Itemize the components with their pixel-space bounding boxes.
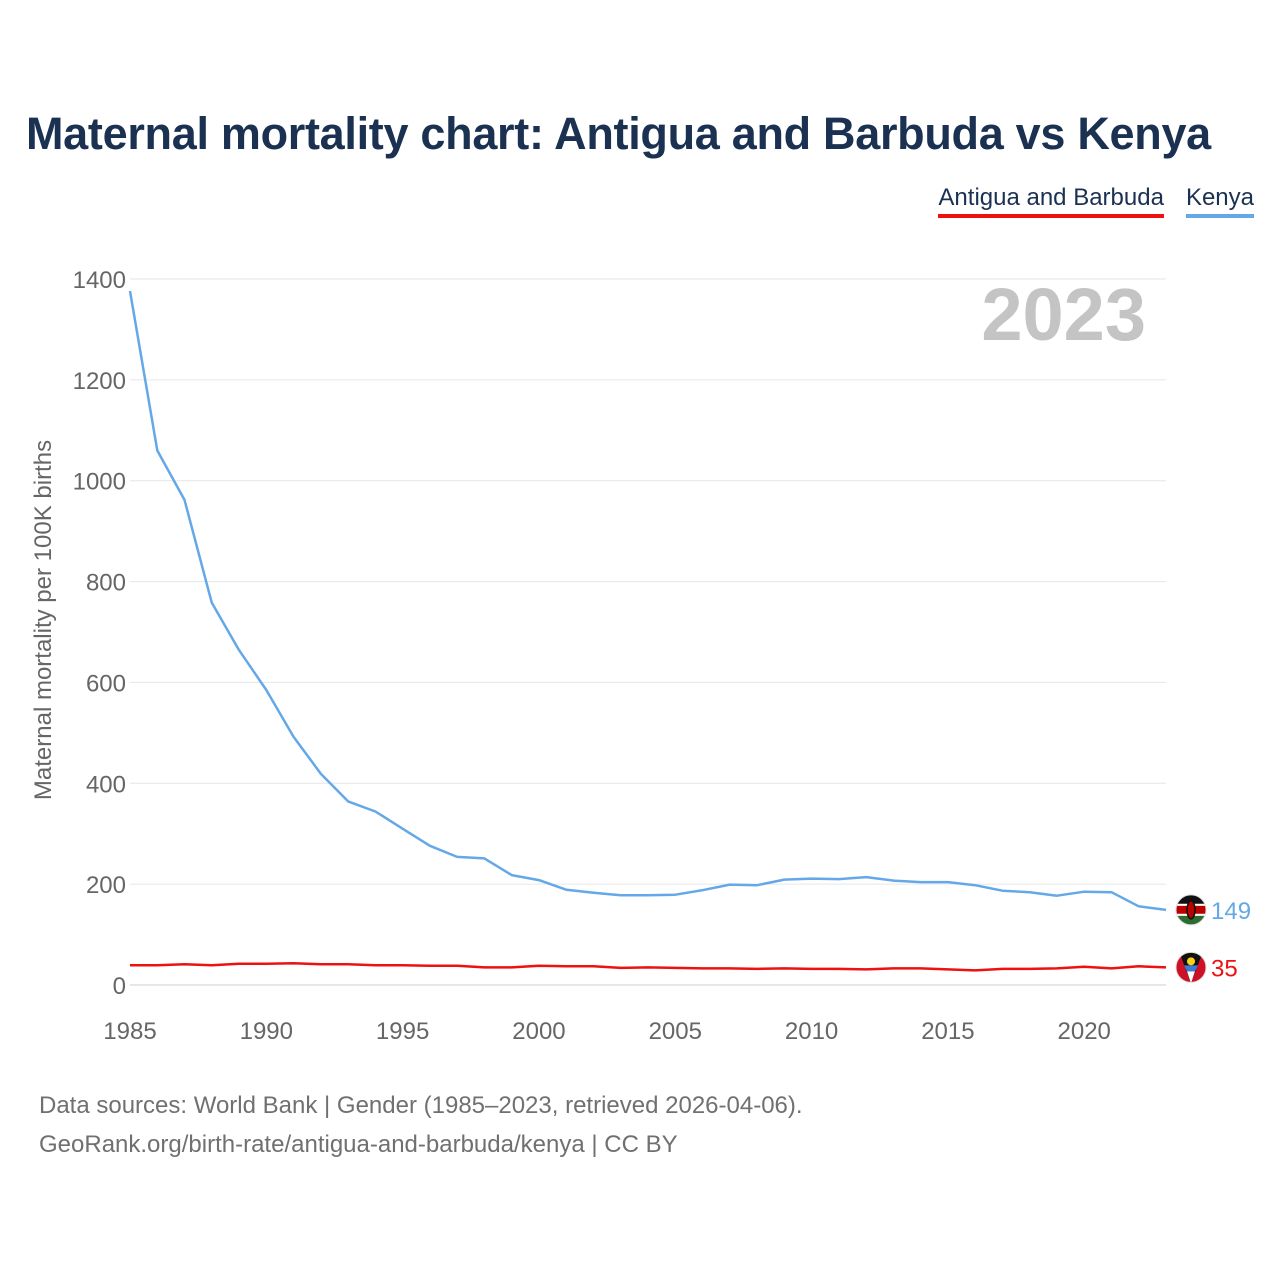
legend-item-kenya[interactable]: Kenya xyxy=(1185,184,1254,218)
end-value-label-kenya: 149 xyxy=(1211,898,1251,925)
y-tick-label-800: 800 xyxy=(86,570,126,597)
data-source-text: Data sources: World Bank | Gender (1985–… xyxy=(39,1092,803,1119)
flag-icon-kenya xyxy=(1175,894,1207,926)
legend: Antigua and Barbuda Kenya xyxy=(938,184,1254,218)
y-tick-label-200: 200 xyxy=(86,872,126,899)
y-tick-label-600: 600 xyxy=(86,670,126,697)
y-tick-label-1400: 1400 xyxy=(73,267,126,294)
y-tick-label-400: 400 xyxy=(86,771,126,798)
x-tick-label-1995: 1995 xyxy=(376,1018,429,1045)
attribution-text[interactable]: GeoRank.org/birth-rate/antigua-and-barbu… xyxy=(39,1131,678,1158)
series-line-kenya xyxy=(128,290,1167,912)
year-label: 2023 xyxy=(981,273,1146,356)
chart-title: Maternal mortality chart: Antigua and Ba… xyxy=(26,108,1211,159)
x-tick-label-1990: 1990 xyxy=(240,1018,293,1045)
x-tick-label-2000: 2000 xyxy=(512,1018,565,1045)
y-axis-label: Maternal mortality per 100K births xyxy=(30,440,57,800)
x-tick-label-2015: 2015 xyxy=(921,1018,974,1045)
y-tick-label-0: 0 xyxy=(113,973,126,1000)
y-tick-label-1200: 1200 xyxy=(73,368,126,395)
x-tick-label-2020: 2020 xyxy=(1058,1018,1111,1045)
line-chart: 0 200 400 600 800 1000 1200 1400 1985 1990 1995 200… xyxy=(30,267,1251,1045)
x-tick-label-1985: 1985 xyxy=(103,1018,156,1045)
x-tick-label-2010: 2010 xyxy=(785,1018,838,1045)
legend-item-antigua-and-barbuda[interactable]: Antigua and Barbuda xyxy=(938,184,1164,218)
footer: Data sources: World Bank | Gender (1985–… xyxy=(39,1086,803,1164)
end-value-label-antigua-and-barbuda: 35 xyxy=(1211,955,1238,982)
series-line-antigua-and-barbuda xyxy=(130,962,1167,972)
x-tick-label-2005: 2005 xyxy=(649,1018,702,1045)
y-tick-label-1000: 1000 xyxy=(73,469,126,496)
flag-icon-antigua-and-barbuda xyxy=(1175,951,1207,983)
